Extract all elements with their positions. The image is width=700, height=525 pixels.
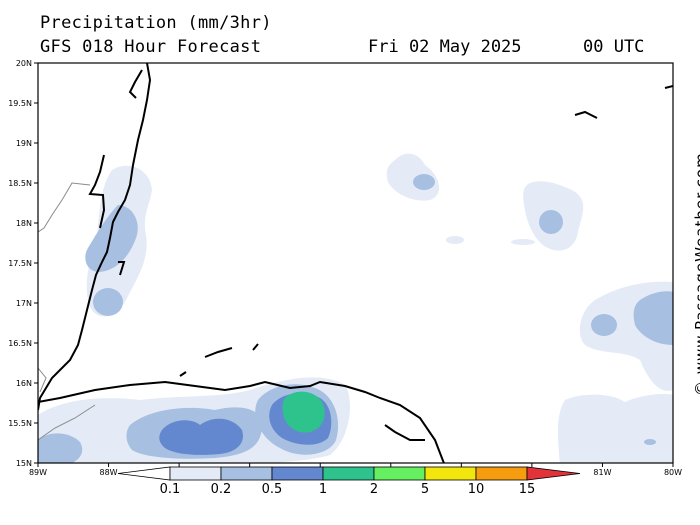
- lat-tick-label: 15N: [16, 459, 32, 468]
- lon-tick-label: 89W: [29, 468, 47, 477]
- lon-tick-label: 80W: [664, 468, 682, 477]
- legend-swatch: [373, 466, 426, 481]
- valid-date: Fri 02 May 2025: [368, 37, 522, 57]
- legend-swatch: [117, 466, 171, 481]
- chart-title: Precipitation (mm/3hr): [40, 13, 272, 33]
- legend-swatch: [475, 466, 528, 481]
- legend-label: 0.1: [160, 482, 181, 497]
- lat-tick-label: 19.5N: [8, 99, 32, 108]
- lat-tick-label: 18.5N: [8, 179, 32, 188]
- precipitation-field: [38, 153, 673, 463]
- legend-label: 0.5: [262, 482, 283, 497]
- country-borders: [38, 182, 96, 441]
- legend-swatch: [271, 466, 324, 481]
- lat-tick-label: 18N: [16, 219, 32, 228]
- coastline: [38, 63, 673, 463]
- legend-label: 15: [519, 482, 536, 497]
- lat-tick-label: 17.5N: [8, 259, 32, 268]
- legend-label: 10: [468, 482, 485, 497]
- lat-tick-label: 15.5N: [8, 419, 32, 428]
- legend-label: 1: [319, 482, 327, 497]
- precipitation-legend: 0.1 0.2 0.5 1 2 5 10 15: [117, 466, 581, 497]
- valid-hour: 00 UTC: [583, 37, 645, 57]
- legend-label: 0.2: [211, 482, 232, 497]
- legend-swatch: [169, 466, 222, 481]
- legend-label: 5: [421, 482, 429, 497]
- lon-tick-label: 81W: [593, 468, 611, 477]
- lat-tick-label: 20N: [16, 59, 32, 68]
- legend-swatch: [424, 466, 477, 481]
- lat-tick-label: 17N: [16, 299, 32, 308]
- forecast-subtitle: GFS 018 Hour Forecast: [40, 37, 262, 57]
- legend-label: 2: [370, 482, 378, 497]
- precip-light: [38, 153, 673, 463]
- lon-tick-label: 88W: [100, 468, 118, 477]
- latitude-axis: 20N 19.5N 19N 18.5N 18N 17.5N 17N 16.5N 16N 15.5N…: [8, 59, 38, 468]
- legend-swatch: [322, 466, 375, 481]
- legend-swatch: [526, 466, 581, 481]
- lat-tick-label: 16N: [16, 379, 32, 388]
- precip-heavy: [282, 391, 325, 433]
- legend-swatch: [220, 466, 273, 481]
- lat-tick-label: 16.5N: [8, 339, 32, 348]
- lat-tick-label: 19N: [16, 139, 32, 148]
